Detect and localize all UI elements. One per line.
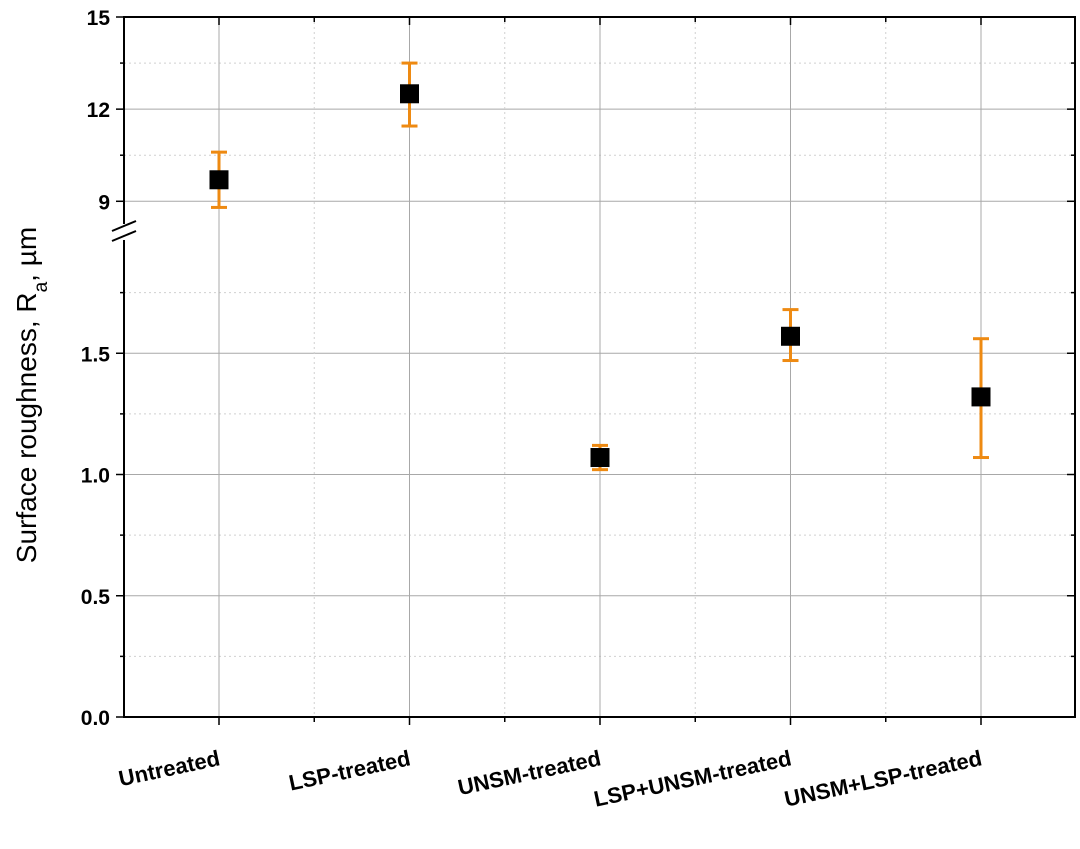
- data-point: [209, 170, 229, 190]
- y-tick-label: 12: [87, 99, 110, 122]
- y-axis-title-main: Surface roughness, R: [11, 292, 42, 563]
- axis-ticks: [116, 16, 1075, 725]
- data-point: [400, 84, 419, 104]
- axis-break-marker: [110, 220, 138, 242]
- y-tick-label: 9: [98, 191, 110, 214]
- category-label: LSP-treated: [287, 745, 413, 795]
- grid-lines: [124, 17, 1075, 717]
- y-tick-label: 0.5: [81, 586, 111, 609]
- y-tick-label: 0.0: [81, 707, 110, 730]
- category-label: LSP+UNSM-treated: [592, 745, 794, 811]
- y-tick-label: 15: [87, 7, 111, 30]
- y-tick-label: 1.0: [81, 465, 110, 488]
- break-slash: [111, 220, 137, 232]
- tick-labels: 0.0 0.5 1.0 1.5 9 12 15: [81, 7, 111, 730]
- y-axis-title: Surface roughness, Ra, µm: [11, 227, 52, 563]
- break-slash: [111, 230, 137, 242]
- data-points: [209, 84, 991, 468]
- category-labels: Untreated LSP-treated UNSM-treatedLSP+UNSM…: [116, 745, 984, 811]
- category-label: UNSM+LSP-treated: [782, 745, 984, 811]
- y-tick-label: 1.5: [81, 343, 111, 366]
- data-point: [781, 326, 800, 346]
- data-point: [971, 387, 991, 407]
- data-point: [590, 448, 610, 468]
- category-label: Untreated: [116, 745, 222, 791]
- y-axis-title-subscript: a: [31, 281, 52, 292]
- y-axis-title-unit: , µm: [11, 227, 42, 282]
- category-label: UNSM-treated: [456, 745, 603, 800]
